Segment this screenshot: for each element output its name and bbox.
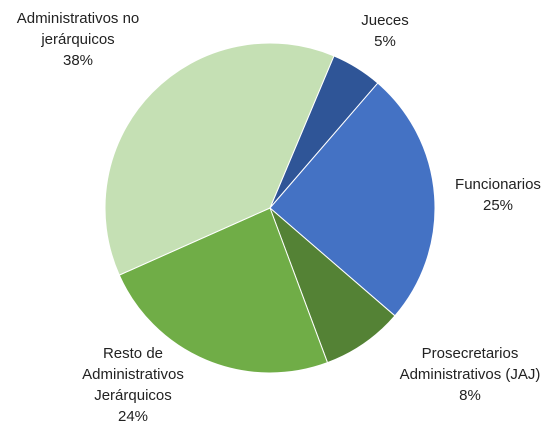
category-label: Resto de Administrativos Jerárquicos (82, 345, 184, 404)
slice-label: Prosecretarios Administrativos (JAJ) 8% (380, 343, 560, 406)
slice-label: Funcionarios 25% (438, 174, 558, 216)
pie-slice (118, 207, 329, 374)
pie-slice (269, 82, 436, 317)
slice-label: Administrativos no jerárquicos 38% (16, 8, 141, 71)
percent-label: 5% (374, 33, 396, 50)
percent-label: 8% (459, 387, 481, 404)
percent-label: 38% (62, 52, 94, 69)
category-label: Administrativos no jerárquicos (16, 10, 140, 48)
pie-slice (104, 42, 335, 276)
slice-label: Resto de Administrativos Jerárquicos 24% (71, 343, 196, 427)
category-label: Jueces (361, 12, 409, 29)
slice-label: Jueces 5% (335, 10, 435, 52)
category-label: Prosecretarios Administrativos (JAJ) (399, 345, 541, 383)
percent-label: 24% (117, 408, 149, 425)
category-label: Funcionarios (455, 176, 541, 193)
percent-label: 25% (482, 197, 514, 214)
